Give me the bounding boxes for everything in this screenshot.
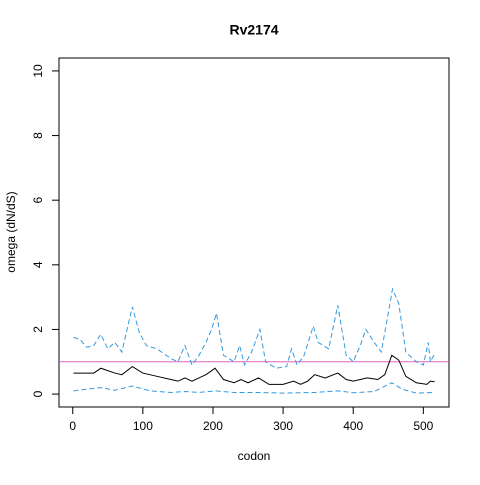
series-line: [73, 287, 435, 369]
x-tick-label: 500: [413, 419, 433, 433]
y-tick-label: 2: [31, 326, 45, 333]
chart-title: Rv2174: [229, 22, 278, 38]
series-line: [73, 354, 435, 385]
x-tick-label: 400: [343, 419, 363, 433]
plot-frame: [58, 57, 450, 408]
series-line: [73, 382, 435, 394]
x-tick-label: 100: [133, 419, 153, 433]
y-tick-label: 6: [31, 197, 45, 204]
x-tick-label: 200: [203, 419, 223, 433]
y-tick-label: 8: [31, 132, 45, 139]
x-tick-label: 300: [273, 419, 293, 433]
y-tick-label: 10: [31, 64, 45, 78]
y-tick-label: 4: [31, 261, 45, 268]
y-tick-label: 0: [31, 390, 45, 397]
x-axis-label: codon: [238, 449, 271, 463]
y-axis-label: omega (dN/dS): [4, 191, 18, 272]
x-tick-label: 0: [69, 419, 76, 433]
